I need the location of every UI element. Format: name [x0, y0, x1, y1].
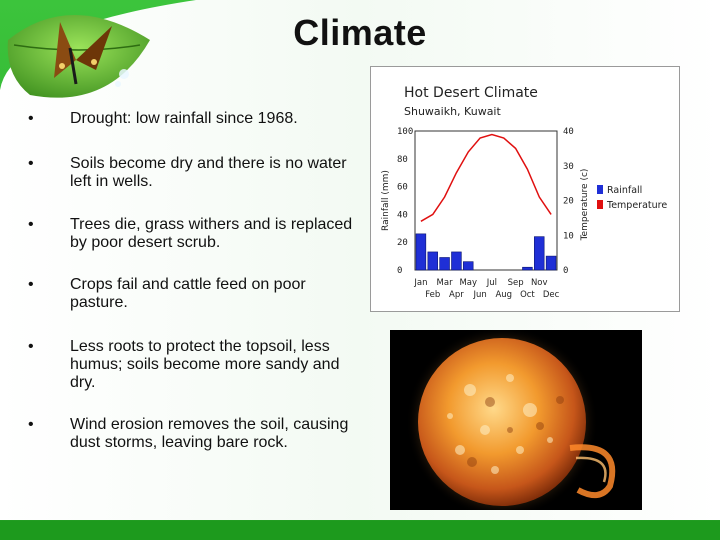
month-tick-label: Dec	[543, 290, 560, 300]
bullet-marker: •	[28, 155, 34, 172]
bullet-text: Drought: low rainfall since 1968.	[70, 110, 298, 127]
rainfall-bar	[451, 251, 462, 271]
bullet-text: Trees die, grass withers and is replaced…	[70, 216, 353, 251]
bottom-accent-bar	[0, 521, 720, 540]
month-tick-label: Nov	[531, 278, 548, 288]
rainfall-bar	[415, 233, 427, 271]
plot-area	[414, 130, 558, 271]
month-tick-label: May	[459, 278, 477, 288]
temperature-line-group	[420, 133, 552, 222]
rainfall-bar	[439, 257, 450, 271]
plot-frame	[414, 130, 558, 271]
temperature-axis-ticks: 40 30 20 10 0	[563, 127, 574, 276]
rainfall-tick-label: 80	[397, 155, 408, 165]
rainfall-tick-label: 60	[397, 183, 408, 193]
bullet-marker: •	[28, 338, 34, 355]
rainfall-bar	[545, 255, 557, 271]
rainfall-tick-label: 20	[397, 238, 408, 248]
month-tick-label: Oct	[520, 290, 535, 300]
bullet-text: Soils become dry and there is no water l…	[70, 155, 347, 190]
bullet-text: Less roots to protect the topsoil, less …	[70, 338, 340, 391]
climate-chart-svg: Hot Desert Climate Shuwaikh, Kuwait 1008…	[381, 85, 667, 300]
month-axis-ticks: Jan Mar May Jul Sep Nov Feb Apr Jun Aug Oct Dec	[413, 278, 559, 300]
legend-swatch-rainfall	[597, 185, 603, 194]
rainfall-bars	[415, 233, 557, 271]
sun-photo	[390, 330, 642, 510]
month-tick-label: Apr	[449, 290, 464, 300]
temperature-tick-label: 20	[563, 197, 574, 207]
rainfall-tick-label: 0	[397, 266, 402, 276]
rainfall-tick-label: 40	[397, 210, 408, 220]
bullet-marker: •	[28, 110, 34, 127]
legend-swatch-temperature	[597, 200, 603, 209]
chart-subtitle: Shuwaikh, Kuwait	[404, 105, 501, 118]
month-tick-label: Sep	[508, 278, 524, 288]
rainfall-axis-label: Rainfall (mm)	[381, 170, 391, 231]
bullet-text: Crops fail and cattle feed on poor pastu…	[70, 276, 306, 311]
rainfall-bar	[463, 261, 474, 271]
month-tick-label: Jun	[472, 290, 486, 300]
month-tick-label: Feb	[425, 290, 440, 300]
rainfall-axis-ticks: 100 80 60 40 20 0	[397, 127, 413, 276]
climate-chart: Hot Desert Climate Shuwaikh, Kuwait 100 8…	[370, 66, 680, 312]
chart-legend: Rainfall Temperature	[597, 185, 667, 211]
rainfall-bar	[522, 266, 533, 271]
leaf-butterfly-logo	[7, 15, 150, 98]
slide-title: Climate	[293, 12, 427, 53]
temperature-axis-label: Temperature (c)	[580, 169, 590, 242]
temperature-tick-label: 30	[563, 162, 574, 172]
temperature-tick-label: 10	[563, 231, 574, 241]
legend-label-rainfall: Rainfall	[607, 185, 642, 196]
rainfall-tick-label: 100	[397, 127, 413, 137]
bullet-marker: •	[28, 276, 34, 293]
legend-label-temperature: Temperature	[606, 200, 667, 211]
bullet-text: Wind erosion removes the soil, causing d…	[70, 416, 349, 451]
temperature-tick-label: 40	[563, 127, 574, 137]
month-tick-label: Jan	[413, 278, 427, 288]
month-tick-label: Aug	[495, 290, 512, 300]
rainfall-bar	[427, 251, 438, 271]
month-tick-label: Jul	[486, 278, 497, 288]
bullet-marker: •	[28, 216, 34, 233]
temperature-line	[420, 133, 552, 222]
month-tick-label: Mar	[437, 278, 454, 288]
rainfall-bar	[534, 236, 545, 271]
temperature-tick-label: 0	[563, 266, 568, 276]
chart-title: Hot Desert Climate	[404, 85, 538, 101]
bullet-marker: •	[28, 416, 34, 433]
